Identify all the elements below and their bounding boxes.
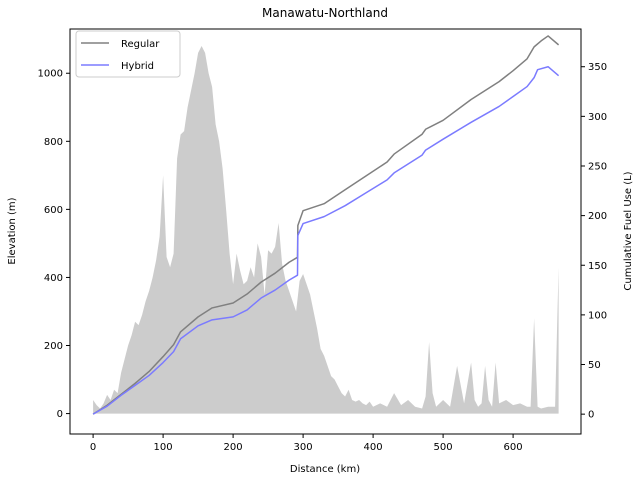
y-right-tick-label: 150 bbox=[588, 261, 607, 272]
x-axis-ticks: 0 100 200 300 400 500 600 bbox=[90, 434, 523, 453]
y-left-tick-label: 1000 bbox=[38, 69, 63, 80]
y-left-tick-label: 0 bbox=[57, 409, 63, 420]
x-axis-label: Distance (km) bbox=[290, 464, 360, 475]
y-axis-right-label: Cumulative Fuel Use (L) bbox=[623, 171, 634, 290]
y-left-tick-label: 600 bbox=[44, 205, 63, 216]
y-left-tick-label: 400 bbox=[44, 273, 63, 284]
y-right-tick-label: 50 bbox=[588, 360, 601, 371]
legend-label-regular: Regular bbox=[121, 39, 160, 50]
plot-frame bbox=[69, 28, 582, 435]
y-right-tick-label: 300 bbox=[588, 112, 607, 123]
series-line-hybrid bbox=[92, 65, 560, 415]
legend-label-hybrid: Hybrid bbox=[121, 61, 154, 72]
legend: Regular Hybrid bbox=[75, 30, 181, 78]
series-layer bbox=[92, 35, 560, 415]
y-right-tick-label: 100 bbox=[588, 310, 607, 321]
y-right-tick-label: 0 bbox=[588, 410, 594, 421]
y-left-tick-label: 800 bbox=[44, 137, 63, 148]
x-tick-label: 0 bbox=[90, 442, 96, 453]
x-tick-label: 200 bbox=[224, 442, 243, 453]
y-right-tick-label: 350 bbox=[588, 62, 607, 73]
series-line-regular bbox=[92, 35, 560, 415]
y-axis-left-ticks: 0 200 400 600 800 1000 bbox=[38, 69, 70, 420]
x-tick-label: 500 bbox=[434, 442, 453, 453]
x-tick-label: 600 bbox=[504, 442, 523, 453]
x-tick-label: 300 bbox=[294, 442, 313, 453]
y-right-tick-label: 200 bbox=[588, 211, 607, 222]
chart-title: Manawatu-Northland bbox=[262, 6, 388, 20]
x-tick-label: 100 bbox=[154, 442, 173, 453]
y-axis-left-label: Elevation (m) bbox=[7, 197, 18, 264]
y-left-tick-label: 200 bbox=[44, 341, 63, 352]
x-tick-label: 400 bbox=[364, 442, 383, 453]
y-right-tick-label: 250 bbox=[588, 161, 607, 172]
y-axis-right-ticks: 0 50 100 150 200 250 300 350 bbox=[581, 62, 607, 421]
